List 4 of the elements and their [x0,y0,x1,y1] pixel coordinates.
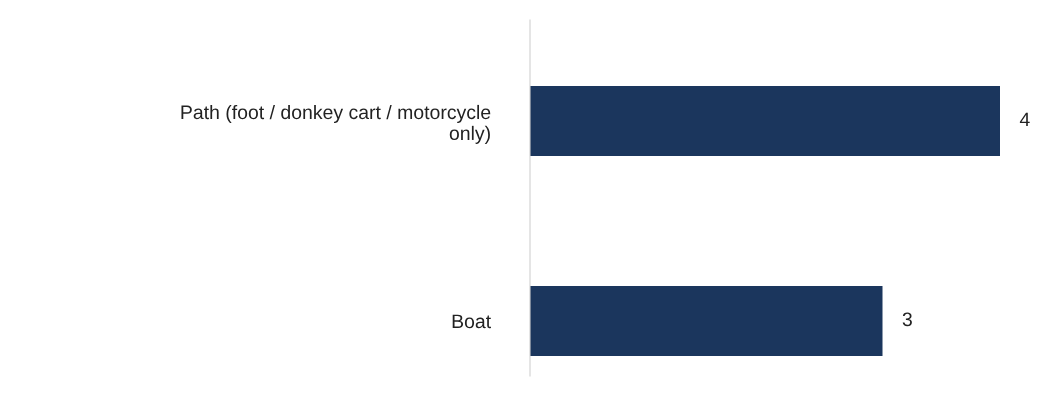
data-label: 3 [902,312,912,327]
data-label: 4 [1019,112,1030,127]
y-tick-label: Boat [452,314,491,329]
y-tick-label: Path (foot / donkey cart / motorcycle only) [181,104,491,144]
